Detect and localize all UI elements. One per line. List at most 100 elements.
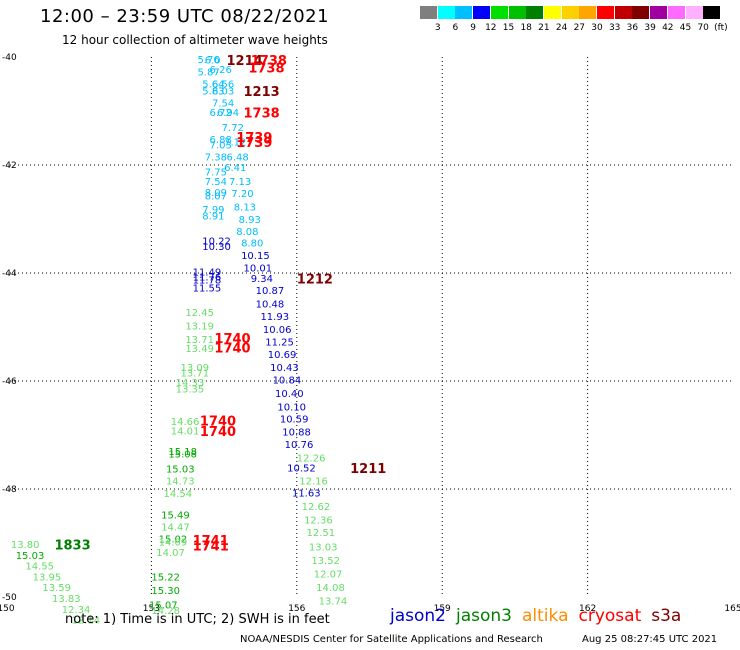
lat-tick-label: -44	[2, 269, 17, 279]
wave-height-label: 5.87	[197, 68, 219, 79]
wave-height-label: 14.33	[176, 378, 205, 389]
scale-label: 9	[470, 23, 476, 33]
scale-swatch	[685, 6, 703, 19]
scale-label: 12	[485, 23, 497, 33]
lat-lon-grid	[6, 57, 733, 597]
wave-height-label: 7.54	[205, 177, 227, 188]
wave-height-label: 8.80	[241, 239, 263, 250]
lon-tick-label: 165	[724, 604, 740, 614]
lat-tick-label: -46	[2, 377, 17, 387]
wave-height-label: 12.14	[71, 616, 100, 627]
wave-height-label: 12.07	[314, 570, 343, 581]
wave-height-label: 10.84	[273, 375, 302, 386]
wave-height-label: 13.95	[33, 572, 62, 583]
wave-height-label: 10.40	[275, 389, 304, 400]
scale-swatch	[703, 6, 721, 19]
wave-height-label: 7.54	[212, 98, 234, 109]
lon-tick-label: 153	[143, 604, 160, 614]
time-tag-label: 1738	[248, 62, 284, 77]
scale-swatch	[473, 6, 491, 19]
time-tag-label: 1211	[350, 462, 386, 477]
timestamp: Aug 25 08:27:45 UTC 2021	[582, 634, 718, 645]
wave-height-label: 7.12	[224, 138, 246, 149]
wave-height-label: 11.63	[292, 489, 321, 500]
wave-height-label: 6.94	[217, 108, 239, 119]
wave-height-label: 13.09	[180, 363, 209, 374]
wave-height-label: 15.03	[166, 464, 195, 475]
wave-height-label: 14.01	[171, 427, 200, 438]
scale-label: 3	[434, 23, 441, 33]
wave-height-label: 6.72	[210, 108, 232, 119]
wave-height-label: 9.34	[251, 274, 273, 285]
lon-tick-label: 162	[579, 604, 596, 614]
observations: 5.766.05.876.265.646.565.836.037.546.726…	[11, 55, 347, 627]
scale-label: 6	[452, 23, 459, 33]
scale-label: 70	[697, 23, 709, 33]
wave-height-label: 15.49	[161, 510, 190, 521]
wave-height-label: 5.64	[202, 79, 224, 90]
wave-height-label: 10.06	[263, 325, 292, 336]
wave-height-label: 6.26	[210, 65, 232, 76]
lat-tick-label: -50	[2, 593, 17, 603]
scale-swatch	[650, 6, 668, 19]
scale-swatch	[490, 6, 508, 19]
wave-height-label: 10.43	[270, 363, 299, 374]
wave-height-label: 12.45	[185, 308, 214, 319]
wave-height-label: 8.08	[236, 227, 258, 238]
wave-height-label: 7.38	[205, 152, 227, 163]
legend-cryosat: cryosat	[578, 606, 642, 626]
wave-height-label: 10.76	[285, 440, 314, 451]
wave-height-label: 15.18	[168, 447, 197, 458]
scale-swatch	[561, 6, 579, 19]
wave-height-label: 10.30	[202, 242, 231, 253]
scale-swatch	[437, 6, 455, 19]
wave-height-label: 5.76	[197, 55, 219, 66]
wave-height-label: 15.02	[159, 535, 188, 546]
scale-swatch	[543, 6, 561, 19]
wave-height-label: 15.08	[168, 449, 197, 460]
wave-height-label: 10.15	[241, 251, 270, 262]
wave-height-label: 15.30	[151, 586, 180, 597]
wave-height-label: 13.80	[11, 540, 40, 551]
wave-height-label: 14.47	[161, 523, 190, 534]
axis-ticks: 150 153 156 159 162 165 -40 -42 -44 -46 -48 -50	[0, 53, 740, 614]
wave-height-label: 10.87	[256, 286, 285, 297]
scale-swatch	[526, 6, 544, 19]
footnote: note: 1) Time is in UTC; 2) SWH is in fe…	[65, 612, 330, 627]
wave-height-label: 10.22	[202, 237, 231, 248]
time-tag-label: 1741	[193, 540, 229, 555]
wave-height-label: 10.52	[287, 463, 316, 474]
legend-jason3: jason3	[456, 606, 512, 626]
wave-height-label: 6.56	[212, 79, 234, 90]
time-tag-label: 1740	[214, 341, 250, 356]
lon-tick-label: 156	[288, 604, 305, 614]
wave-height-label: 12.26	[297, 454, 326, 465]
scale-label: 15	[502, 23, 515, 33]
scale-swatch	[614, 6, 632, 19]
legend-jason2: jason2	[390, 606, 446, 626]
time-tag-label: 1214	[227, 54, 263, 69]
legend-s3a: s3a	[651, 606, 682, 626]
wave-height-label: 10.69	[268, 350, 297, 361]
lon-tick-label: 150	[0, 604, 15, 614]
time-tag-label: 1213	[243, 85, 279, 100]
time-tag-label: 1740	[200, 414, 236, 429]
wave-height-label: 10.59	[280, 415, 309, 426]
time-tag-label: 1833	[54, 539, 90, 554]
lat-tick-label: -40	[2, 53, 17, 63]
wave-height-label: 7.20	[231, 189, 253, 200]
wave-height-label: 10.10	[277, 402, 306, 413]
scale-label: 39	[644, 23, 656, 33]
time-tag-label: 1740	[200, 425, 236, 440]
wave-height-label: 15.07	[149, 600, 178, 611]
wave-height-label: 13.49	[185, 344, 214, 355]
wave-height-label: 11.76	[193, 273, 222, 284]
scale-label: 18	[520, 23, 532, 33]
wave-height-label: 13.19	[185, 321, 214, 332]
wave-height-label: 15.22	[151, 572, 180, 583]
wave-height-label: 11.25	[265, 338, 294, 349]
page-subtitle: 12 hour collection of altimeter wave hei…	[62, 33, 328, 47]
wave-height-label: 10.01	[243, 264, 272, 275]
lat-tick-label: -42	[2, 161, 17, 171]
